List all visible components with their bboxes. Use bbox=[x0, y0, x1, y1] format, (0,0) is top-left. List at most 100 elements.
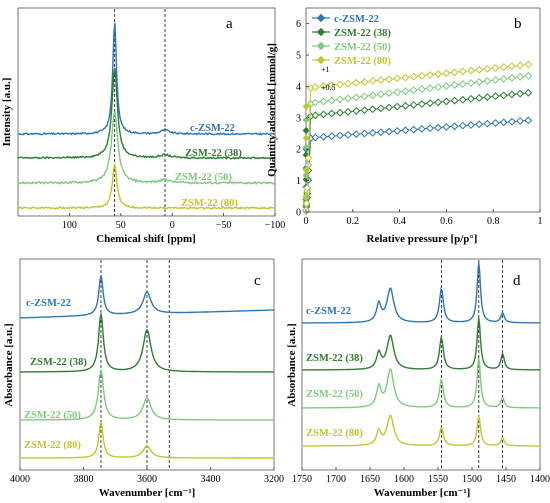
data-point bbox=[508, 73, 516, 82]
legend: c-ZSM-22 ZSM-22 (38) ZSM-22 (50) ZSM-22 (80… bbox=[312, 13, 391, 67]
series-label: ZSM-22 (80) bbox=[24, 440, 81, 451]
data-point bbox=[352, 107, 361, 115]
panel-d-ylabel: Absorbance [a.u.] bbox=[286, 323, 298, 406]
legend-marker bbox=[316, 41, 326, 51]
panel-a-ylabel: Intensity [a.u.] bbox=[1, 78, 13, 147]
legend-marker bbox=[316, 55, 326, 65]
data-point bbox=[360, 92, 369, 101]
data-point bbox=[467, 79, 475, 87]
data-point bbox=[508, 117, 516, 126]
series-line bbox=[20, 275, 274, 319]
data-point bbox=[458, 67, 467, 76]
data-point bbox=[483, 64, 492, 73]
data-point bbox=[368, 128, 377, 137]
panel-c: c c-ZSM-22 ZSM-22 (38) ZSM-22 (50) ZSM-22 (… bbox=[3, 258, 284, 499]
data-point bbox=[393, 74, 402, 83]
data-point bbox=[491, 92, 500, 101]
data-point bbox=[401, 73, 410, 82]
panel-c-letter: c bbox=[254, 273, 261, 289]
offset-label-plus1: +1 bbox=[321, 65, 330, 74]
data-point bbox=[336, 108, 344, 117]
x-tick-label: 3800 bbox=[74, 474, 94, 485]
panel-a-frame bbox=[17, 7, 276, 217]
x-tick-label: 0 bbox=[304, 216, 309, 227]
series-label: ZSM-22 (50) bbox=[175, 172, 232, 183]
x-tick-label: 50 bbox=[116, 220, 126, 231]
data-point bbox=[393, 88, 402, 97]
y-tick-label: 2 bbox=[296, 145, 301, 156]
data-point bbox=[434, 70, 443, 78]
data-point bbox=[393, 126, 402, 135]
data-point bbox=[368, 77, 377, 85]
data-point bbox=[311, 98, 320, 107]
data-point bbox=[524, 116, 533, 125]
data-point bbox=[467, 94, 475, 103]
data-point bbox=[352, 78, 361, 87]
x-tick-label: 1750 bbox=[292, 474, 312, 485]
series-label: c-ZSM-22 bbox=[190, 123, 235, 134]
data-point bbox=[376, 76, 385, 85]
data-point bbox=[516, 61, 525, 70]
data-point bbox=[434, 123, 443, 132]
data-point bbox=[450, 122, 459, 131]
data-point bbox=[426, 84, 434, 93]
series-label: ZSM-22 (38) bbox=[306, 353, 363, 364]
x-tick-label: −100 bbox=[265, 220, 286, 231]
data-point bbox=[516, 117, 525, 125]
series-label: ZSM-22 (38) bbox=[185, 148, 242, 159]
data-point bbox=[499, 74, 508, 83]
series-line bbox=[17, 67, 276, 160]
y-tick-label: 1 bbox=[296, 176, 301, 187]
series-line bbox=[302, 414, 540, 447]
x-tick-label: 3600 bbox=[137, 474, 157, 485]
data-point bbox=[302, 102, 310, 111]
y-tick-label: 5 bbox=[296, 51, 301, 62]
data-point bbox=[516, 89, 525, 98]
data-point bbox=[360, 106, 369, 115]
legend-label: ZSM-22 (38) bbox=[334, 28, 391, 39]
x-tick-label: 1450 bbox=[496, 474, 516, 485]
data-point bbox=[302, 192, 310, 200]
data-point bbox=[385, 75, 393, 84]
data-point bbox=[442, 82, 451, 90]
data-point bbox=[409, 101, 418, 109]
data-point bbox=[426, 124, 434, 133]
data-point bbox=[302, 143, 310, 152]
data-point bbox=[393, 102, 402, 111]
data-point bbox=[327, 132, 336, 141]
data-point bbox=[467, 66, 475, 75]
data-point bbox=[344, 94, 353, 103]
x-tick-label: 0 bbox=[170, 220, 175, 231]
panel-d: d c-ZSM-22 ZSM-22 (38) ZSM-22 (50) ZSM-22 (… bbox=[286, 258, 550, 499]
panel-d-frame bbox=[301, 258, 541, 471]
data-point bbox=[302, 166, 310, 174]
data-point bbox=[344, 130, 353, 139]
series-line bbox=[17, 110, 276, 185]
data-point bbox=[311, 133, 320, 142]
series-line bbox=[17, 163, 276, 210]
legend-label: ZSM-22 (50) bbox=[334, 42, 391, 53]
data-point bbox=[376, 90, 385, 99]
data-point bbox=[302, 134, 310, 142]
x-tick-label: −50 bbox=[216, 220, 232, 231]
data-point bbox=[458, 80, 467, 88]
series-line bbox=[302, 317, 540, 371]
panel-a: a c-ZSM-22 ZSM-22 (38) ZSM-22 (50) ZSM-22 (… bbox=[1, 7, 286, 245]
panel-d-xlabel: Wavenumber [cm⁻¹] bbox=[374, 487, 471, 499]
data-point bbox=[360, 129, 369, 138]
data-point bbox=[319, 97, 328, 106]
data-point bbox=[499, 118, 508, 127]
x-tick-label: 1650 bbox=[360, 474, 380, 485]
legend-marker bbox=[316, 27, 326, 37]
data-point bbox=[360, 77, 369, 86]
x-tick-label: 100 bbox=[62, 220, 77, 231]
data-point bbox=[352, 93, 361, 102]
series-label: c-ZSM-22 bbox=[26, 298, 71, 309]
data-point bbox=[376, 128, 385, 137]
x-tick-label: 0.6 bbox=[440, 216, 453, 227]
x-tick-label: 0.8 bbox=[487, 216, 500, 227]
panel-b-xlabel: Relative pressure [p/p°] bbox=[367, 233, 478, 245]
data-point bbox=[434, 98, 443, 107]
data-point bbox=[401, 126, 410, 135]
data-point bbox=[417, 100, 426, 108]
